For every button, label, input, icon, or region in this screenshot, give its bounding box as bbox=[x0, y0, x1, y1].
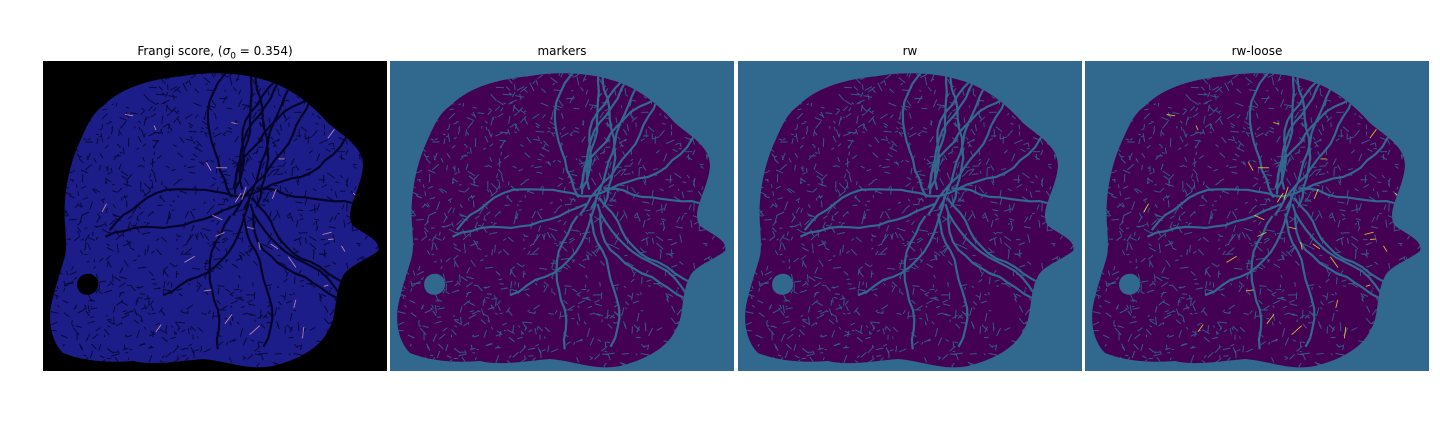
optic-hole bbox=[772, 273, 794, 295]
markers-image bbox=[390, 61, 734, 371]
rw-panel-title: rw bbox=[902, 44, 918, 58]
frangi-svg bbox=[43, 61, 387, 371]
vessel-texture bbox=[50, 73, 379, 368]
optic-hole bbox=[77, 273, 99, 295]
tissue-region bbox=[397, 73, 726, 368]
rw-panel: rw bbox=[738, 42, 1082, 372]
tissue-region bbox=[50, 73, 379, 368]
markers-panel: markers bbox=[390, 42, 734, 372]
frangi-panel-title: Frangi score, (σ0 = 0.354) bbox=[137, 44, 293, 62]
optic-hole bbox=[1119, 273, 1141, 295]
rw-loose-panel-title: rw-loose bbox=[1231, 44, 1283, 58]
rw-svg bbox=[738, 61, 1082, 371]
markers-panel-title: markers bbox=[537, 44, 587, 58]
rw-image bbox=[738, 61, 1082, 371]
markers-svg bbox=[390, 61, 734, 371]
rw-loose-image bbox=[1085, 61, 1429, 371]
rw-loose-panel: rw-loose bbox=[1085, 42, 1429, 372]
rw-loose-svg bbox=[1085, 61, 1429, 371]
tissue-region bbox=[1092, 73, 1421, 368]
frangi-panel: Frangi score, (σ0 = 0.354) bbox=[43, 42, 387, 372]
tissue-region bbox=[745, 73, 1074, 368]
frangi-score-image bbox=[43, 61, 387, 371]
optic-hole bbox=[424, 273, 446, 295]
